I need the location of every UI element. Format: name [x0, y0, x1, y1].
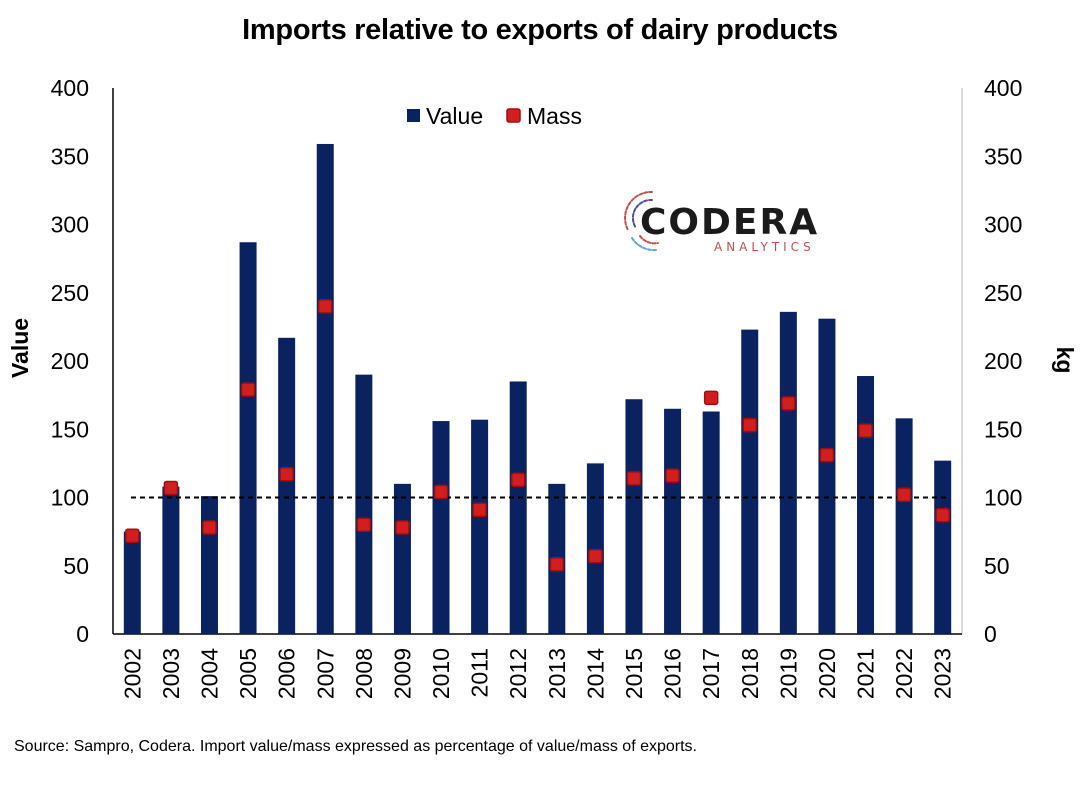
- value-bar: [586, 463, 604, 634]
- x-tick-label: 2018: [737, 648, 763, 699]
- x-tick-label: 2012: [505, 648, 531, 699]
- value-bar: [664, 408, 682, 634]
- x-tick-label: 2010: [428, 648, 454, 699]
- value-bar: [393, 483, 411, 634]
- y2-tick-label: 150: [984, 416, 1022, 442]
- logo-wordmark: CODERA: [640, 202, 819, 243]
- y2-tick-label: 300: [984, 212, 1022, 238]
- mass-marker: [472, 502, 487, 518]
- legend-swatch-value: [407, 109, 420, 122]
- y-tick-label: 50: [63, 553, 89, 579]
- x-tick-label: 2011: [467, 648, 493, 697]
- logo-swirl-icon: [624, 190, 659, 252]
- x-tick-label: 2015: [621, 648, 647, 699]
- value-bar: [625, 399, 643, 634]
- mass-marker: [202, 520, 217, 535]
- y2-tick-label: 0: [984, 621, 997, 647]
- x-tick-label: 2023: [930, 648, 956, 699]
- value-bar: [509, 381, 527, 634]
- y-tick-label: 300: [51, 212, 89, 238]
- value-bar: [857, 376, 875, 634]
- y-tick-label: 0: [76, 621, 89, 647]
- mass-marker: [896, 487, 912, 503]
- value-bar: [471, 419, 489, 634]
- x-tick-label: 2022: [891, 648, 917, 699]
- mass-marker: [356, 517, 372, 533]
- mass-marker: [163, 480, 179, 496]
- chart-title: Imports relative to exports of dairy pro…: [242, 14, 838, 46]
- legend: Value Mass: [407, 103, 582, 129]
- x-tick-label: 2002: [119, 648, 145, 699]
- value-bar: [818, 318, 836, 634]
- value-bar: [702, 411, 720, 634]
- mass-marker: [279, 467, 294, 482]
- mass-marker: [588, 548, 603, 564]
- legend-label-value: Value: [426, 103, 483, 129]
- mass-marker: [703, 390, 719, 406]
- value-bar: [779, 311, 797, 634]
- mass-marker: [781, 396, 796, 411]
- y2-tick-label: 200: [984, 348, 1022, 374]
- y2-tick-label: 350: [984, 143, 1022, 169]
- y-tick-label: 150: [51, 416, 89, 442]
- x-tick-label: 2007: [312, 648, 338, 699]
- value-bar: [355, 374, 373, 634]
- legend-marker-mass: [506, 108, 521, 123]
- y2-tick-label: 250: [984, 280, 1022, 306]
- value-bar: [200, 496, 218, 634]
- x-tick-label: 2004: [196, 648, 222, 699]
- x-tick-label: 2014: [582, 648, 608, 699]
- value-bar: [278, 337, 296, 634]
- y2-axis-title: kg: [1052, 347, 1078, 374]
- logo-subtitle: ANALYTICS: [714, 240, 815, 254]
- y-tick-label: 250: [51, 280, 89, 306]
- y2-tick-label: 400: [984, 75, 1022, 101]
- y-tick-label: 350: [51, 143, 89, 169]
- mass-marker: [549, 557, 565, 572]
- x-tick-label: 2003: [158, 648, 184, 699]
- x-tick-label: 2021: [853, 648, 879, 699]
- y-axis-title: Value: [7, 318, 33, 378]
- value-bar: [432, 421, 450, 634]
- mass-marker: [858, 423, 873, 438]
- x-tick-label: 2020: [814, 648, 840, 699]
- mass-marker: [935, 507, 950, 523]
- value-bar: [162, 486, 180, 634]
- x-tick-label: 2005: [235, 648, 261, 699]
- x-tick-label: 2017: [698, 648, 724, 699]
- value-bar: [895, 418, 913, 634]
- mass-marker: [742, 417, 757, 433]
- value-bar: [316, 143, 334, 634]
- y2-tick-label: 50: [984, 553, 1010, 579]
- mass-marker: [626, 471, 642, 486]
- x-tick-label: 2006: [274, 648, 300, 699]
- value-bar: [239, 242, 257, 634]
- mass-marker: [819, 447, 835, 463]
- mass-marker: [395, 520, 410, 535]
- mass-marker: [510, 472, 526, 488]
- x-tick-label: 2013: [544, 648, 570, 699]
- legend-label-mass: Mass: [527, 103, 582, 129]
- value-bar: [741, 329, 759, 634]
- y-tick-label: 200: [51, 348, 89, 374]
- source-note: Source: Sampro, Codera. Import value/mas…: [14, 738, 697, 755]
- x-tick-label: 2019: [775, 648, 801, 699]
- plot-area: 0 50 100 150 200 250 300 350 400 0 50 100 150 200 250 3…: [51, 75, 1023, 699]
- mass-marker: [433, 484, 449, 500]
- mass-marker: [240, 382, 256, 397]
- x-tick-label: 2008: [351, 648, 377, 699]
- x-tick-label: 2009: [389, 648, 415, 699]
- codera-logo: CODERA ANALYTICS: [624, 190, 819, 254]
- y-tick-label: 100: [51, 485, 89, 511]
- mass-marker: [318, 299, 333, 314]
- x-tick-label: 2016: [660, 648, 686, 699]
- value-bar: [934, 460, 952, 634]
- y-tick-label: 400: [51, 75, 89, 101]
- y2-tick-label: 100: [984, 485, 1022, 511]
- mass-marker: [125, 528, 140, 543]
- value-bar: [123, 531, 141, 634]
- mass-marker: [665, 468, 680, 483]
